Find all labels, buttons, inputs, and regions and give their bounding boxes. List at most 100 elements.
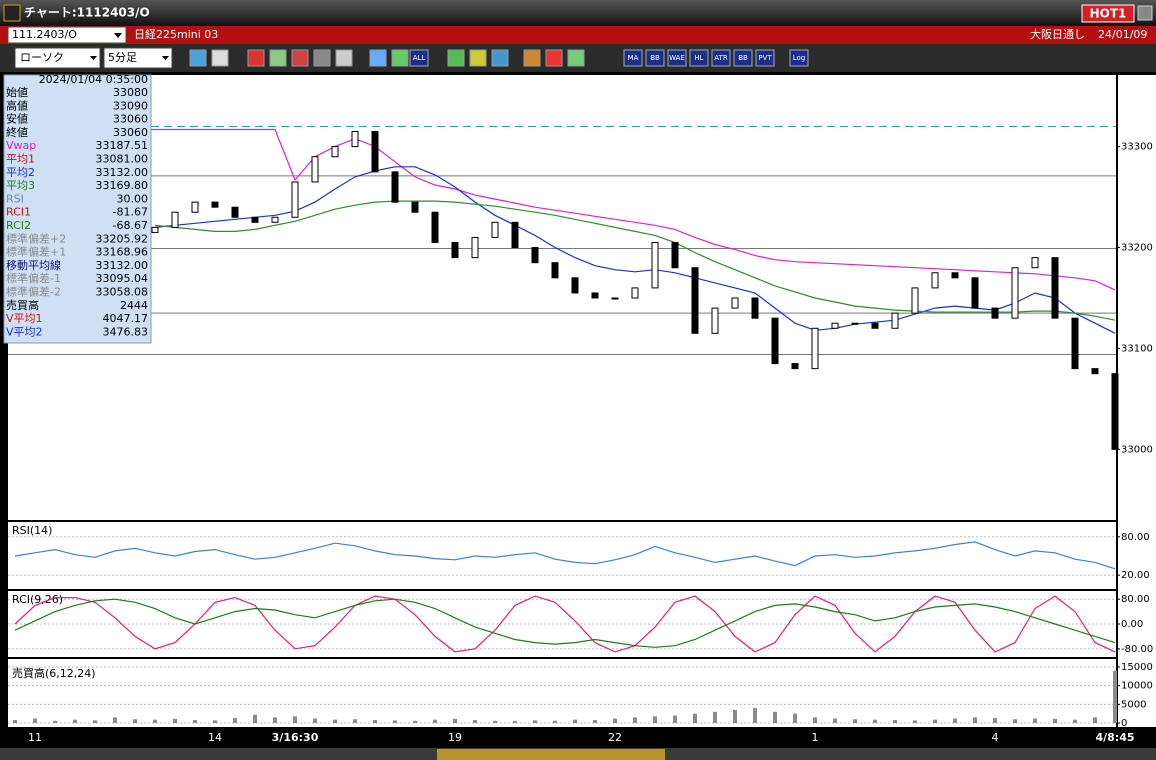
toolbar-button[interactable] <box>711 49 731 67</box>
volume-bar <box>413 720 417 723</box>
symbol-input[interactable] <box>7 26 127 44</box>
x-tick-label: 14 <box>208 731 222 744</box>
volume-bar <box>773 711 777 723</box>
title-bar <box>0 0 1156 26</box>
toolbar-icon[interactable] <box>523 49 541 67</box>
volume-bar <box>853 719 857 723</box>
toolbar-button[interactable] <box>667 49 687 67</box>
candle <box>951 272 959 279</box>
candle <box>551 262 559 279</box>
info-label: RCI2 <box>6 219 31 232</box>
toolbar-icon[interactable] <box>291 49 309 67</box>
toolbar-icon[interactable] <box>567 49 585 67</box>
info-datetime: 2024/01/04 0:35:00 <box>39 73 148 86</box>
volume-bar <box>693 713 697 723</box>
candle <box>531 247 539 264</box>
volume-bar <box>633 717 637 723</box>
info-value: 30.00 <box>117 192 149 205</box>
toolbar-icon[interactable] <box>211 49 229 67</box>
toolbar-icon[interactable] <box>469 49 487 67</box>
toolbar-button[interactable] <box>645 49 665 67</box>
toolbar-icon[interactable] <box>269 49 287 67</box>
close-button[interactable] <box>1137 5 1153 21</box>
toolbar-icon[interactable] <box>447 49 465 67</box>
interval-select[interactable] <box>103 47 173 69</box>
y-tick-label: 10000 <box>1121 681 1153 692</box>
volume-bar <box>653 716 657 723</box>
candle <box>771 317 779 365</box>
info-value: -68.67 <box>113 219 148 232</box>
y-tick-label: 80.00 <box>1121 532 1150 543</box>
toolbar-icon[interactable] <box>247 49 265 67</box>
candle <box>851 322 859 325</box>
candle <box>231 206 239 218</box>
volume-bar <box>53 720 57 723</box>
toolbar-icon[interactable] <box>313 49 331 67</box>
candle <box>191 201 199 213</box>
candle <box>411 201 419 213</box>
candle <box>271 216 279 223</box>
toolbar-button-label: BB <box>650 54 660 62</box>
chart-type-select[interactable] <box>14 47 101 69</box>
candle <box>711 307 719 334</box>
candle <box>991 307 999 319</box>
info-value: 2444 <box>120 299 148 312</box>
volume-bar <box>993 718 997 723</box>
indicator-line <box>14 541 1116 570</box>
volume-bar <box>573 719 577 723</box>
info-value: 4047.17 <box>103 312 149 325</box>
volume-bar <box>513 721 517 723</box>
volume-bar <box>133 719 137 723</box>
toolbar-icon[interactable] <box>545 49 563 67</box>
candle <box>1051 257 1059 319</box>
info-label: 標準偏差-1 <box>6 271 61 285</box>
candle <box>431 211 439 244</box>
candle <box>151 226 159 233</box>
candle <box>571 277 579 294</box>
panel-title: 売買高(6,12,24) <box>12 666 96 680</box>
toolbar-icon[interactable] <box>189 49 207 67</box>
toolbar-icon[interactable] <box>369 49 387 67</box>
candle <box>391 171 399 203</box>
volume-panel <box>8 659 1116 727</box>
toolbar-button[interactable] <box>689 49 709 67</box>
volume-bar <box>893 720 897 723</box>
info-label: V平均1 <box>6 312 43 325</box>
candle <box>691 267 699 334</box>
toolbar-button[interactable] <box>789 49 809 67</box>
volume-bar <box>393 720 397 723</box>
value-axis <box>1118 75 1156 727</box>
toolbar-button[interactable] <box>755 49 775 67</box>
hot-badge[interactable] <box>1081 4 1135 23</box>
dropdown-arrow <box>162 56 169 60</box>
volume-bar <box>733 709 737 723</box>
candle <box>731 297 739 309</box>
info-value: 33187.51 <box>96 139 149 152</box>
info-label: 移動平均線 <box>6 258 61 272</box>
volume-bar <box>13 720 17 723</box>
scroll-thumb[interactable] <box>437 749 665 760</box>
toolbar-button[interactable] <box>733 49 753 67</box>
toolbar-button[interactable] <box>623 49 643 67</box>
volume-bar <box>673 715 677 723</box>
info-value: 33169.80 <box>96 179 149 192</box>
volume-bar <box>313 718 317 723</box>
info-label: 平均1 <box>6 153 35 166</box>
candle <box>651 242 659 289</box>
info-value: 33132.00 <box>96 259 149 272</box>
candle <box>491 221 499 238</box>
y-tick-label: 15000 <box>1121 662 1153 673</box>
toolbar-icon[interactable] <box>391 49 409 67</box>
toolbar-icon[interactable] <box>335 49 353 67</box>
toolbar-icon[interactable] <box>491 49 509 67</box>
volume-bar <box>593 720 597 723</box>
candle <box>331 146 339 158</box>
toolbar-button[interactable] <box>409 49 429 67</box>
info-value: 33060 <box>113 126 148 139</box>
indicator-line <box>154 200 1116 321</box>
info-rows: 始値 33080 高値 33090 安値 33060 終値 33060 Vwap 33187.51… <box>6 85 148 338</box>
volume-bar <box>873 719 877 723</box>
volume-bar <box>233 718 237 723</box>
candle <box>971 277 979 309</box>
volume-bar <box>453 718 457 723</box>
